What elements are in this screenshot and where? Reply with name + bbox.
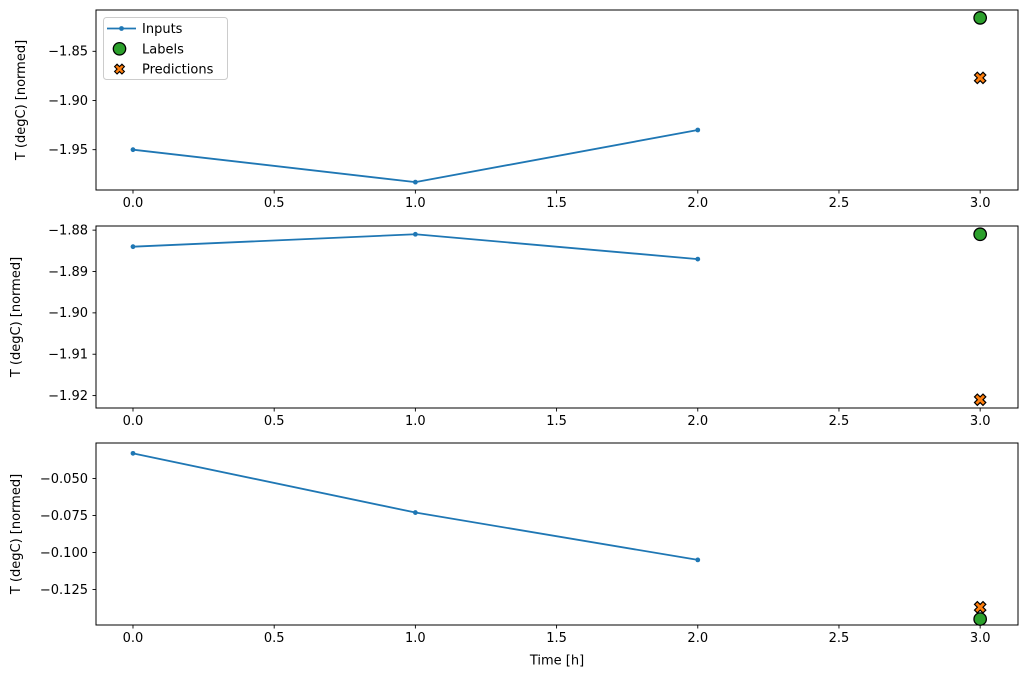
x-tick-label: 2.5: [829, 196, 850, 211]
axes-frame: [95, 9, 1019, 191]
x-tick-label: 1.5: [546, 196, 567, 211]
legend-item-predictions: Predictions: [113, 63, 214, 78]
x-tick-label: 2.5: [829, 414, 850, 429]
inputs-marker: [412, 179, 418, 185]
inputs-marker: [412, 510, 418, 515]
y-tick-label: −1.90: [48, 94, 88, 109]
y-axis-label: T (degC) [normed]: [14, 40, 29, 161]
x-tick-label: 0.0: [123, 631, 144, 646]
x-tick-label: 3.0: [970, 414, 991, 429]
inputs-line: [132, 129, 699, 184]
y-tick-label: −0.125: [40, 583, 88, 598]
legend-circle-icon: [112, 41, 127, 56]
y-tick-label: −1.95: [48, 143, 88, 158]
legend-frame: [103, 17, 228, 80]
y-tick-label: −1.90: [48, 306, 88, 321]
x-tick-label: 1.0: [405, 196, 426, 211]
x-tick-label: 0.5: [264, 414, 285, 429]
legend-label: Labels: [142, 42, 184, 57]
legend-label: Predictions: [142, 63, 214, 78]
x-tick-label: 3.0: [970, 631, 991, 646]
x-tick-label: 0.5: [264, 631, 285, 646]
inputs-line: [132, 452, 699, 561]
x-tick-label: 0.0: [123, 414, 144, 429]
subplot-2: 0.0 0.5 1.0 1.5 2.0 2.5 3.0 −1.88 −1.89 −1.90 −1.9…: [9, 223, 1019, 429]
labels-marker: [973, 11, 988, 25]
x-tick-label: 2.5: [829, 631, 850, 646]
subplot-3: 0.0 0.5 1.0 1.5 2.0 2.5 3.0 −0.050 −0.075 −0.100 −…: [9, 442, 1019, 669]
x-tick-label: 1.0: [405, 631, 426, 646]
inputs-marker: [695, 127, 701, 133]
y-tick-label: −0.050: [40, 472, 88, 487]
legend: Inputs Labels Predictions: [103, 17, 228, 80]
legend-item-labels: Labels: [112, 41, 184, 57]
y-tick-label: −1.89: [48, 265, 88, 280]
y-tick-label: −1.85: [48, 45, 88, 60]
axes-frame: [95, 225, 1019, 409]
predictions-marker: [973, 393, 987, 407]
y-tick-label: −0.100: [40, 546, 88, 561]
x-tick-label: 2.0: [687, 631, 708, 646]
inputs-marker: [130, 147, 136, 153]
subplot-1: 0.0 0.5 1.0 1.5 2.0 2.5 3.0 −1.85 −1.90 −1.95 T (d…: [14, 9, 1019, 211]
y-tick-label: −0.075: [40, 509, 88, 524]
predictions-marker: [973, 600, 987, 614]
x-tick-label: 1.0: [405, 414, 426, 429]
inputs-marker: [695, 256, 701, 262]
labels-marker: [973, 227, 988, 242]
x-tick-label: 0.0: [123, 196, 144, 211]
inputs-marker: [412, 231, 418, 237]
x-tick-label: 1.5: [546, 631, 567, 646]
y-axis-label: T (degC) [normed]: [9, 474, 24, 595]
inputs-marker: [130, 450, 136, 456]
legend-x-icon: [113, 63, 126, 75]
legend-label: Inputs: [142, 22, 183, 37]
x-tick-label: 3.0: [970, 196, 991, 211]
legend-line-dot-icon: [119, 26, 124, 31]
inputs-line: [132, 233, 699, 260]
inputs-marker: [695, 557, 701, 563]
x-axis-label: Time [h]: [529, 654, 584, 669]
y-tick-label: −1.92: [48, 389, 88, 404]
x-tick-label: 0.5: [264, 196, 285, 211]
y-tick-label: −1.88: [48, 223, 88, 238]
legend-item-inputs: Inputs: [107, 22, 183, 37]
labels-marker: [973, 612, 988, 626]
x-tick-label: 2.0: [687, 196, 708, 211]
axes-frame: [95, 442, 1019, 626]
x-tick-label: 2.0: [687, 414, 708, 429]
y-tick-label: −1.91: [48, 348, 88, 363]
x-tick-label: 1.5: [546, 414, 567, 429]
inputs-marker: [130, 244, 136, 250]
y-axis-label: T (degC) [normed]: [9, 257, 24, 378]
predictions-marker: [973, 71, 987, 85]
